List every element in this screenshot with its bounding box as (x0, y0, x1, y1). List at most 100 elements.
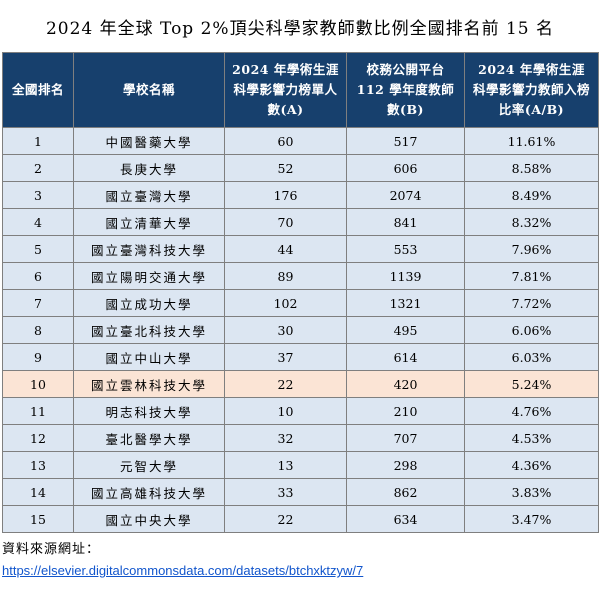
school-cell: 國立清華大學 (73, 208, 225, 236)
table-row: 6 國立陽明交通大學 89 1139 7.81% (2, 262, 599, 290)
header-faculty-b: 校務公開平台 112 學年度教師數(B) (346, 52, 465, 128)
rank-cell: 4 (2, 208, 74, 236)
rank-cell: 1 (2, 127, 74, 155)
faculty-b-cell: 298 (346, 451, 465, 479)
count-a-cell: 52 (224, 154, 347, 182)
count-a-cell: 33 (224, 478, 347, 506)
ratio-cell: 11.61% (464, 127, 599, 155)
school-cell: 長庚大學 (73, 154, 225, 182)
faculty-b-cell: 495 (346, 316, 465, 344)
rank-cell: 9 (2, 343, 74, 371)
page-title: 2024 年全球 Top 2%頂尖科學家教師數比例全國排名前 15 名 (45, 19, 555, 39)
table-row: 8 國立臺北科技大學 30 495 6.06% (2, 316, 599, 344)
rank-cell: 8 (2, 316, 74, 344)
table-header-row: 全國排名 學校名稱 2024 年學術生涯科學影響力榜單人數(A) 校務公開平台 … (2, 52, 599, 128)
table-row: 13 元智大學 13 298 4.36% (2, 451, 599, 479)
count-a-cell: 60 (224, 127, 347, 155)
header-rank: 全國排名 (2, 52, 74, 128)
faculty-b-cell: 841 (346, 208, 465, 236)
faculty-b-cell: 553 (346, 235, 465, 263)
header-count-a: 2024 年學術生涯科學影響力榜單人數(A) (224, 52, 347, 128)
school-cell: 國立臺灣科技大學 (73, 235, 225, 263)
table-row: 7 國立成功大學 102 1321 7.72% (2, 289, 599, 317)
table-row: 12 臺北醫學大學 32 707 4.53% (2, 424, 599, 452)
rank-cell: 5 (2, 235, 74, 263)
faculty-b-cell: 634 (346, 505, 465, 533)
header-school: 學校名稱 (73, 52, 225, 128)
school-cell: 國立成功大學 (73, 289, 225, 317)
ratio-cell: 7.96% (464, 235, 599, 263)
rank-cell: 15 (2, 505, 74, 533)
count-a-cell: 22 (224, 370, 347, 398)
school-cell: 國立臺灣大學 (73, 181, 225, 209)
school-cell: 明志科技大學 (73, 397, 225, 425)
table-row: 11 明志科技大學 10 210 4.76% (2, 397, 599, 425)
count-a-cell: 176 (224, 181, 347, 209)
count-a-cell: 22 (224, 505, 347, 533)
rank-cell: 10 (2, 370, 74, 398)
source-label: 資料來源網址： (2, 542, 101, 557)
table-row: 14 國立高雄科技大學 33 862 3.83% (2, 478, 599, 506)
faculty-b-cell: 862 (346, 478, 465, 506)
faculty-b-cell: 707 (346, 424, 465, 452)
ratio-cell: 4.76% (464, 397, 599, 425)
count-a-cell: 30 (224, 316, 347, 344)
rank-cell: 6 (2, 262, 74, 290)
table-row: 5 國立臺灣科技大學 44 553 7.96% (2, 235, 599, 263)
count-a-cell: 10 (224, 397, 347, 425)
ratio-cell: 4.53% (464, 424, 599, 452)
count-a-cell: 44 (224, 235, 347, 263)
table-row: 2 長庚大學 52 606 8.58% (2, 154, 599, 182)
ratio-cell: 7.72% (464, 289, 599, 317)
school-cell: 臺北醫學大學 (73, 424, 225, 452)
ratio-cell: 6.03% (464, 343, 599, 371)
school-cell: 元智大學 (73, 451, 225, 479)
rank-cell: 13 (2, 451, 74, 479)
ranking-table: 全國排名 學校名稱 2024 年學術生涯科學影響力榜單人數(A) 校務公開平台 … (2, 52, 599, 533)
school-cell: 國立中央大學 (73, 505, 225, 533)
header-ratio: 2024 年學術生涯科學影響力教師入榜比率(A/B) (464, 52, 599, 128)
table-row: 3 國立臺灣大學 176 2074 8.49% (2, 181, 599, 209)
ratio-cell: 8.49% (464, 181, 599, 209)
school-cell: 國立陽明交通大學 (73, 262, 225, 290)
table-row: 1 中國醫藥大學 60 517 11.61% (2, 127, 599, 155)
faculty-b-cell: 1139 (346, 262, 465, 290)
ratio-cell: 6.06% (464, 316, 599, 344)
school-cell: 中國醫藥大學 (73, 127, 225, 155)
ratio-cell: 4.36% (464, 451, 599, 479)
rank-cell: 12 (2, 424, 74, 452)
table-row: 9 國立中山大學 37 614 6.03% (2, 343, 599, 371)
school-cell: 國立雲林科技大學 (73, 370, 225, 398)
ratio-cell: 3.83% (464, 478, 599, 506)
faculty-b-cell: 606 (346, 154, 465, 182)
ratio-cell: 8.58% (464, 154, 599, 182)
count-a-cell: 37 (224, 343, 347, 371)
rank-cell: 14 (2, 478, 74, 506)
table-row: 15 國立中央大學 22 634 3.47% (2, 505, 599, 533)
count-a-cell: 102 (224, 289, 347, 317)
ratio-cell: 5.24% (464, 370, 599, 398)
faculty-b-cell: 420 (346, 370, 465, 398)
rank-cell: 7 (2, 289, 74, 317)
count-a-cell: 32 (224, 424, 347, 452)
faculty-b-cell: 1321 (346, 289, 465, 317)
faculty-b-cell: 517 (346, 127, 465, 155)
ratio-cell: 3.47% (464, 505, 599, 533)
faculty-b-cell: 614 (346, 343, 465, 371)
table-row: 4 國立清華大學 70 841 8.32% (2, 208, 599, 236)
ratio-cell: 8.32% (464, 208, 599, 236)
rank-cell: 3 (2, 181, 74, 209)
ratio-cell: 7.81% (464, 262, 599, 290)
faculty-b-cell: 210 (346, 397, 465, 425)
count-a-cell: 89 (224, 262, 347, 290)
source-link[interactable]: https://elsevier.digitalcommonsdata.com/… (2, 563, 364, 578)
school-cell: 國立臺北科技大學 (73, 316, 225, 344)
school-cell: 國立中山大學 (73, 343, 225, 371)
rank-cell: 2 (2, 154, 74, 182)
table-body: 1 中國醫藥大學 60 517 11.61% 2 長庚大學 52 606 8.58% 3 國立臺灣大學… (2, 127, 599, 533)
count-a-cell: 70 (224, 208, 347, 236)
school-cell: 國立高雄科技大學 (73, 478, 225, 506)
rank-cell: 11 (2, 397, 74, 425)
faculty-b-cell: 2074 (346, 181, 465, 209)
count-a-cell: 13 (224, 451, 347, 479)
